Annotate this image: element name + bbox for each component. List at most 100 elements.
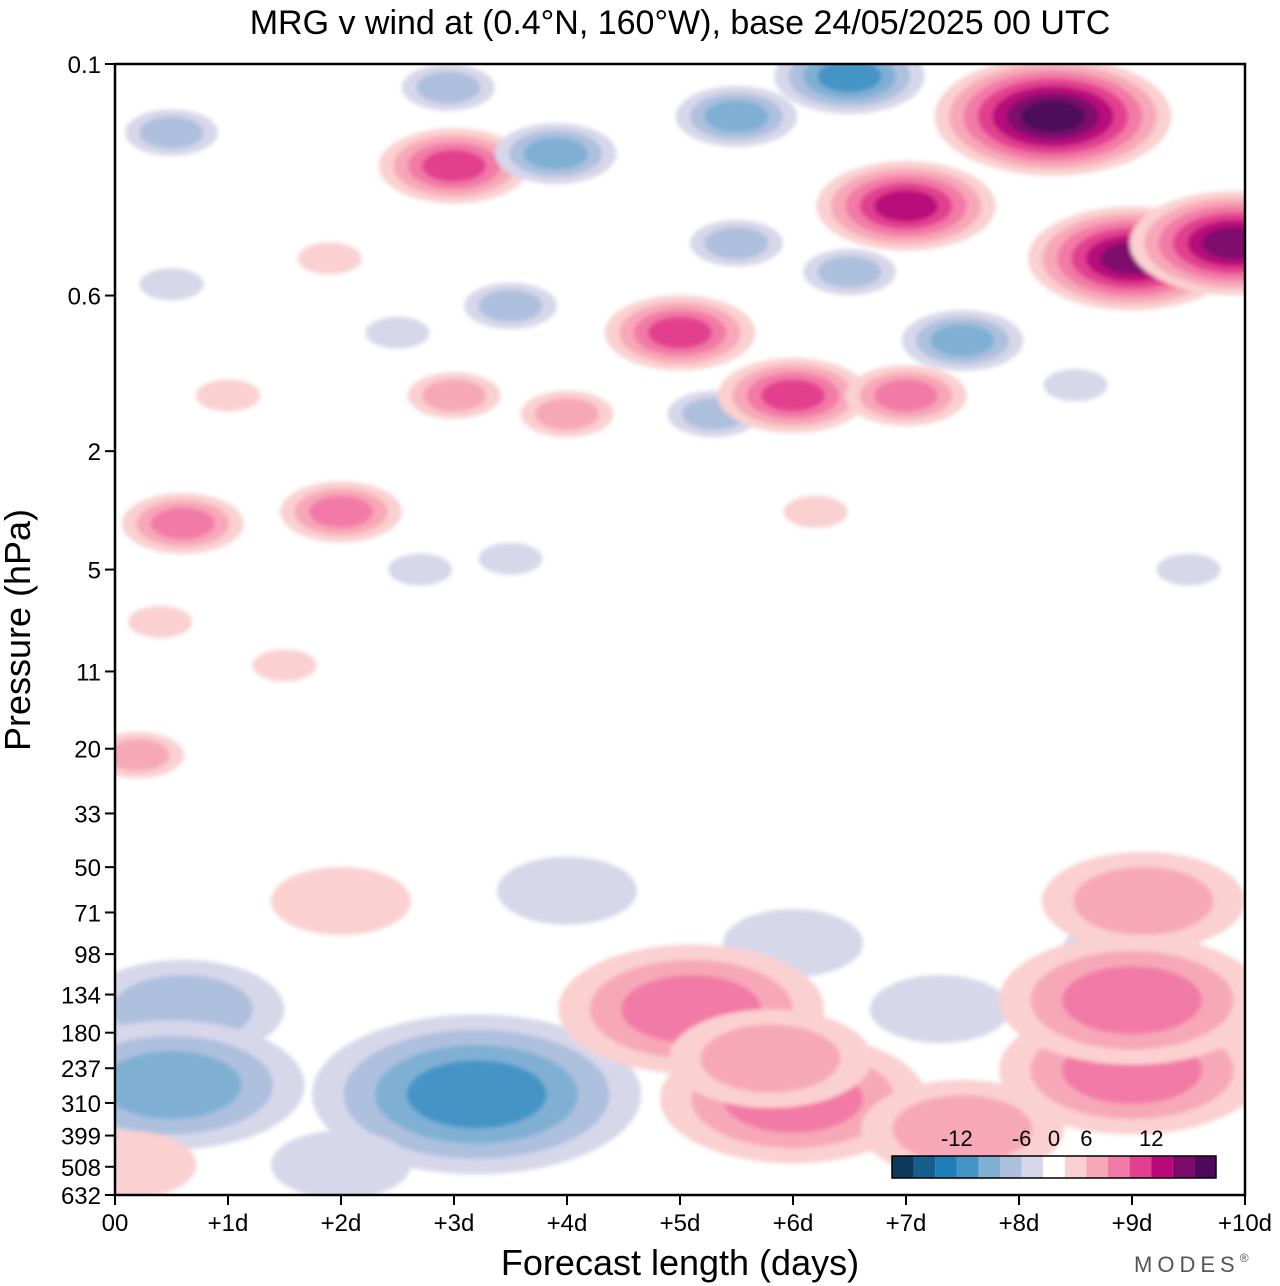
x-axis: 00 +1d +2d +3d +4d +5d +6d +7d +8d +9d +10d [102, 1195, 1272, 1237]
contour-level-1 [196, 379, 260, 412]
contour-level-2 [1073, 867, 1214, 936]
y-tick-label: 50 [74, 855, 101, 882]
y-tick-label: 237 [61, 1056, 101, 1083]
colorbar-swatch [935, 1156, 957, 1178]
y-tick-label: 399 [61, 1124, 101, 1151]
contour-level-1 [115, 1130, 197, 1195]
colorbar-swatch [978, 1156, 1000, 1178]
positive-wind-region [1129, 191, 1245, 296]
contour-level-4 [422, 149, 486, 182]
colorbar-swatch [1021, 1156, 1044, 1178]
x-tick-label: +2d [321, 1210, 362, 1237]
negative-wind-region [675, 86, 798, 147]
positive-wind-region [717, 357, 869, 434]
colorbar-swatch [1108, 1156, 1130, 1178]
positive-wind-region [115, 1130, 197, 1195]
chart-title: MRG v wind at (0.4°N, 160°W), base 24/05… [250, 4, 1111, 42]
contour-level-1 [252, 649, 317, 682]
colorbar-swatch [1194, 1156, 1216, 1178]
colorbar-swatch [1172, 1156, 1195, 1178]
colorbar-tick-label: 0 [1048, 1126, 1060, 1151]
colorbar-frame [891, 1155, 1217, 1179]
y-tick-label: 5 [88, 558, 101, 585]
positive-wind-region [861, 1079, 1064, 1179]
y-tick-label: 11 [76, 659, 101, 686]
contour-level-3 [150, 507, 215, 540]
contour-level-3 [523, 137, 588, 170]
x-tick-label: +3d [434, 1210, 475, 1237]
x-tick-label: +7d [886, 1210, 927, 1237]
contour-level-2 [416, 71, 481, 104]
contour-level-5 [874, 189, 938, 222]
negative-wind-region [901, 310, 1024, 371]
contour-level-2 [115, 739, 170, 772]
colorbar: -12 -6 0 6 12 [891, 1126, 1217, 1179]
y-axis-label: Pressure (hPa) [0, 509, 38, 751]
x-tick-label: +9d [1112, 1210, 1153, 1237]
contour-level-4 [817, 64, 882, 93]
contour-level-1 [869, 975, 1010, 1044]
x-tick-label: +4d [547, 1210, 588, 1237]
negative-wind-region [115, 1020, 305, 1150]
y-tick-label: 0.6 [68, 284, 101, 311]
contour-level-3 [1062, 966, 1202, 1035]
negative-wind-region [464, 282, 557, 330]
colorbar-tick-label: -6 [1012, 1126, 1032, 1151]
negative-wind-region [803, 248, 896, 296]
negative-wind-region [388, 553, 453, 586]
contour-level-2 [700, 1024, 841, 1093]
positive-wind-region [252, 649, 317, 682]
colorbar-swatch [1086, 1156, 1108, 1178]
y-tick-label: 134 [61, 983, 101, 1010]
positive-wind-region [1041, 851, 1245, 951]
negative-wind-region [1156, 553, 1221, 586]
contour-level-1 [271, 867, 411, 936]
colorbar-swatch [1043, 1156, 1065, 1178]
positive-wind-region [378, 128, 530, 204]
colorbar-swatch [1151, 1156, 1173, 1178]
negative-wind-region [139, 268, 204, 301]
contour-level-2 [478, 289, 543, 322]
contour-level-1 [497, 856, 637, 925]
positive-wind-region [115, 731, 184, 779]
brand-logo: MODES® [1134, 1251, 1254, 1277]
y-tick-label: 180 [61, 1021, 101, 1048]
contour-level-1 [783, 495, 848, 528]
negative-wind-region [1043, 369, 1108, 402]
negative-wind-region [401, 64, 495, 111]
contour-level-1 [478, 542, 543, 575]
positive-wind-region [280, 481, 402, 543]
contour-level-1 [297, 242, 362, 275]
colorbar-swatch [956, 1156, 979, 1178]
y-tick-label: 20 [74, 737, 101, 764]
contour-level-2 [535, 397, 599, 430]
contour-fields [115, 64, 1245, 1195]
positive-wind-region [783, 495, 848, 528]
y-tick-label: 310 [61, 1091, 101, 1118]
contour-level-7 [1020, 100, 1085, 133]
negative-wind-region [365, 316, 430, 349]
colorbar-tick-label: 12 [1139, 1126, 1163, 1151]
positive-wind-region [128, 605, 193, 638]
contour-level-3 [704, 100, 769, 133]
positive-wind-region [816, 161, 996, 251]
y-tick-label: 71 [74, 900, 101, 927]
colorbar-swatch [1129, 1156, 1152, 1178]
x-tick-label: +1d [208, 1210, 249, 1237]
colorbar-swatch [1064, 1156, 1087, 1178]
brand-mark: ® [1240, 1251, 1254, 1265]
y-tick-label: 2 [88, 439, 101, 466]
negative-wind-region [271, 1130, 411, 1195]
contour-level-4 [648, 316, 712, 349]
negative-wind-region [774, 64, 925, 114]
x-tick-label: +6d [773, 1210, 814, 1237]
y-tick-label: 632 [61, 1183, 101, 1210]
positive-wind-region [604, 295, 756, 371]
negative-wind-region [494, 123, 617, 184]
contour-level-2 [704, 227, 769, 260]
contour-level-2 [139, 116, 204, 149]
contour-level-3 [115, 1051, 242, 1120]
contour-level-6 [1201, 227, 1245, 260]
positive-wind-region [668, 1009, 872, 1108]
